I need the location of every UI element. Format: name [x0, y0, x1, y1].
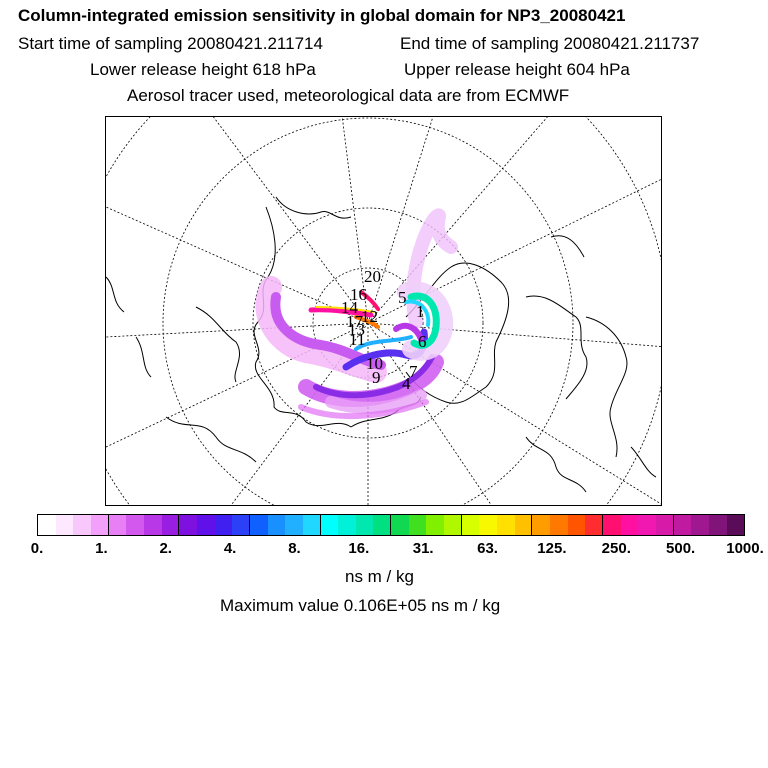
colorbar-swatch	[267, 515, 286, 535]
colorbar-swatch	[638, 515, 656, 535]
colorbar-swatch	[55, 515, 74, 535]
colorbar-tick-label: 1.	[95, 540, 108, 557]
traj-label: 20	[364, 267, 381, 286]
colorbar-swatch	[620, 515, 639, 535]
colorbar-swatch	[73, 515, 91, 535]
colorbar-swatch	[726, 515, 745, 535]
colorbar-swatch	[126, 515, 144, 535]
colorbar-swatch	[391, 515, 409, 535]
colorbar-swatch	[90, 515, 109, 535]
colorbar-tick-label: 0.	[30, 540, 44, 557]
colorbar-units: ns m / kg	[345, 567, 414, 586]
colorbar-swatch	[673, 515, 692, 535]
colorbar-tick-label: 8.	[288, 540, 301, 557]
colorbar-tick-label: 2.	[159, 540, 172, 557]
lower-release-height: Lower release height 618 hPa	[90, 60, 316, 79]
traj-label: 7	[409, 362, 418, 381]
sensitivity-plume	[255, 208, 458, 420]
colorbar-swatch	[338, 515, 356, 535]
colorbar-swatch	[479, 515, 498, 535]
traj-label: 6	[418, 332, 427, 351]
colorbar-tick-label: 500.	[666, 540, 696, 557]
map-panel: 20 16 5 1 14 12 17 13 11 6 10 9 7 4	[105, 116, 662, 506]
colorbar-swatch	[232, 515, 250, 535]
traj-label: 5	[398, 288, 407, 307]
maximum-value: Maximum value 0.106E+05 ns m / kg	[220, 596, 501, 615]
colorbar-tick-label: 63.	[477, 540, 498, 557]
traj-label: 10	[366, 354, 383, 373]
upper-release-height: Upper release height 604 hPa	[404, 60, 630, 79]
colorbar-swatch	[532, 515, 551, 535]
colorbar-swatch	[426, 515, 445, 535]
coastlines	[106, 196, 657, 493]
colorbar	[37, 514, 745, 536]
graticule	[106, 117, 661, 505]
traj-label: 4	[402, 374, 411, 393]
colorbar-swatch	[603, 515, 621, 535]
colorbar-swatch	[196, 515, 215, 535]
traj-label: 14	[341, 298, 359, 317]
trajectory-labels: 20 16 5 1 14 12 17 13 11 6 10 9 7 4	[341, 267, 427, 393]
traj-label: 17	[346, 312, 364, 331]
colorbar-swatch	[249, 515, 268, 535]
colorbar-swatch	[585, 515, 603, 535]
colorbar-swatch	[444, 515, 462, 535]
tracer-info: Aerosol tracer used, meteorological data…	[127, 86, 570, 105]
colorbar-swatch	[550, 515, 568, 535]
colorbar-swatch	[143, 515, 162, 535]
map-canvas: 20 16 5 1 14 12 17 13 11 6 10 9 7 4	[106, 117, 661, 505]
colorbar-swatch	[320, 515, 339, 535]
colorbar-swatch	[408, 515, 427, 535]
colorbar-tick-label: 16.	[348, 540, 370, 557]
colorbar-tick-label: 125.	[537, 540, 567, 557]
colorbar-swatch	[38, 515, 56, 535]
traj-label: 12	[361, 307, 378, 326]
plot-title: Column-integrated emission sensitivity i…	[18, 6, 626, 25]
colorbar-tick-label: 250.	[601, 540, 631, 557]
colorbar-tick-label: 1000.	[726, 540, 764, 557]
colorbar-tick-label: 4.	[223, 540, 237, 557]
colorbar-tick-label: 31.	[412, 540, 434, 557]
traj-label: 11	[349, 330, 365, 349]
colorbar-swatch	[285, 515, 303, 535]
colorbar-swatch	[655, 515, 674, 535]
colorbar-swatch	[355, 515, 374, 535]
start-time: Start time of sampling 20080421.211714	[18, 34, 323, 53]
traj-label: 9	[372, 368, 381, 387]
colorbar-swatch	[108, 515, 127, 535]
traj-label: 13	[348, 320, 365, 339]
colorbar-swatch	[373, 515, 392, 535]
colorbar-swatch	[179, 515, 197, 535]
colorbar-swatch	[514, 515, 533, 535]
colorbar-swatch	[161, 515, 180, 535]
colorbar-swatch	[708, 515, 727, 535]
colorbar-swatch	[567, 515, 586, 535]
colorbar-swatch	[214, 515, 233, 535]
traj-label: 1	[416, 302, 425, 321]
colorbar-swatch	[302, 515, 321, 535]
colorbar-swatch	[691, 515, 709, 535]
colorbar-swatch	[461, 515, 480, 535]
traj-label: 16	[350, 285, 367, 304]
colorbar-swatch	[497, 515, 515, 535]
end-time: End time of sampling 20080421.211737	[400, 34, 700, 53]
